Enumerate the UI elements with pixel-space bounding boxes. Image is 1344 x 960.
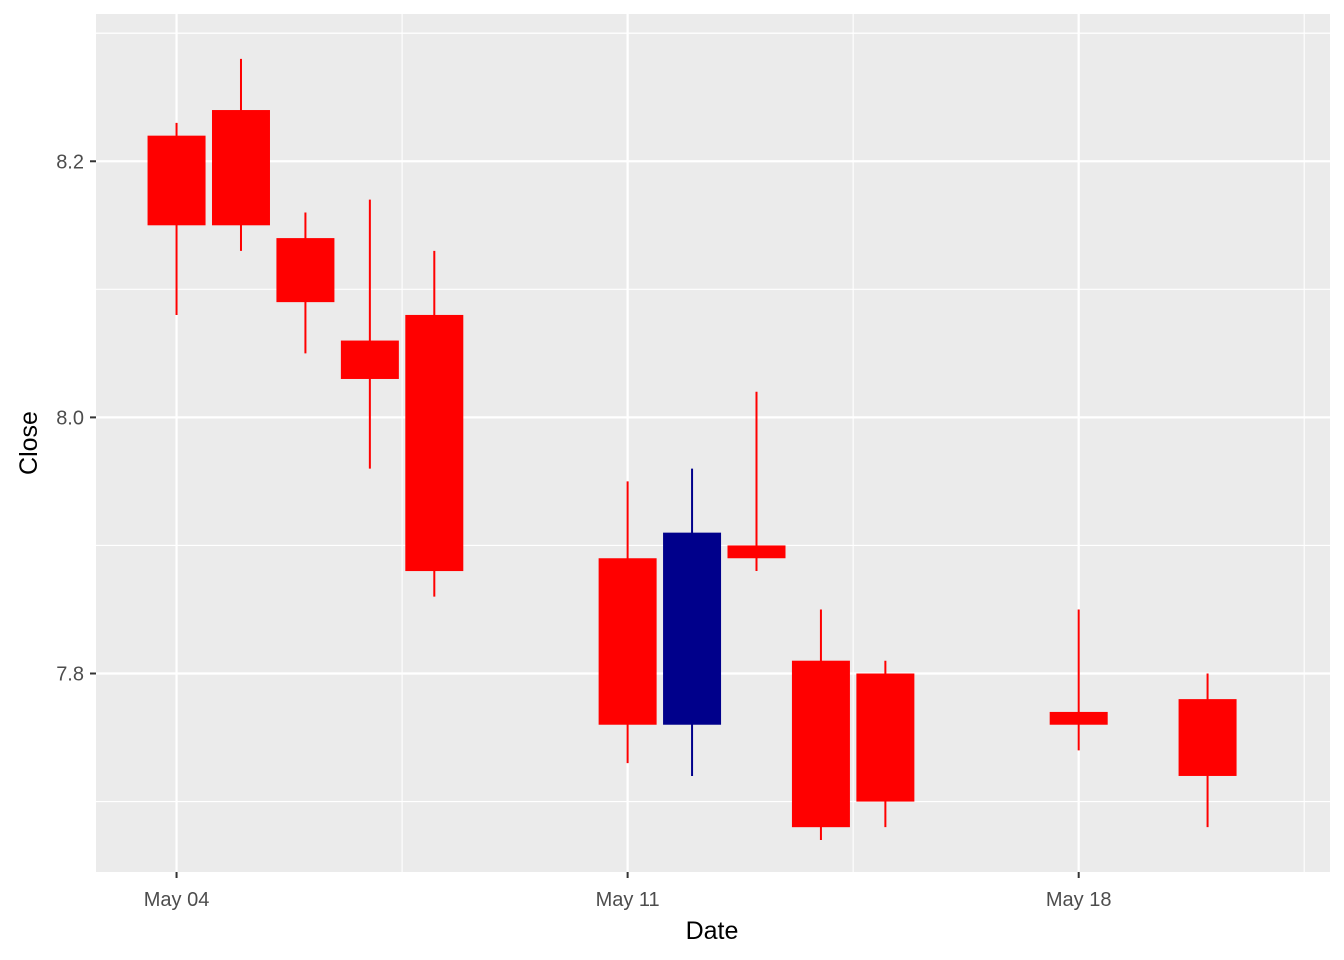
- candle-body: [791, 660, 850, 828]
- candle-body: [1178, 699, 1237, 776]
- x-axis: May 04 May 11 May 18: [144, 872, 1112, 911]
- plot-panel: [96, 14, 1330, 872]
- candle: [405, 250, 464, 597]
- x-axis-title: Date: [686, 917, 739, 945]
- candle-body: [598, 558, 657, 725]
- candle-body: [147, 135, 206, 226]
- y-tick-label: 8.2: [56, 151, 84, 173]
- candle: [856, 660, 915, 828]
- candle: [663, 468, 722, 776]
- candle: [727, 391, 786, 572]
- candle: [147, 122, 206, 315]
- candles: [147, 58, 1237, 840]
- x-tick-label: May 11: [596, 889, 660, 911]
- candle: [1178, 673, 1237, 828]
- candle: [340, 199, 399, 469]
- candle-body: [211, 110, 270, 226]
- y-axis-title: Close: [15, 411, 43, 475]
- y-tick-label: 8.0: [56, 407, 84, 429]
- candle: [276, 212, 335, 354]
- candle: [211, 58, 270, 251]
- candle-body: [1049, 711, 1108, 725]
- candle-body: [340, 340, 399, 379]
- y-tick-label: 7.8: [56, 664, 84, 686]
- candle-body: [727, 545, 786, 559]
- candle-body: [856, 673, 915, 802]
- y-axis: 7.8 8.0 8.2: [56, 151, 96, 686]
- candle-body: [663, 532, 722, 725]
- candle: [1049, 609, 1108, 751]
- x-tick-label: May 04: [144, 889, 210, 911]
- candle-body: [276, 238, 335, 303]
- candle-body: [405, 314, 464, 572]
- candle: [598, 481, 657, 764]
- candle: [791, 609, 850, 840]
- x-tick-label: May 18: [1046, 889, 1112, 911]
